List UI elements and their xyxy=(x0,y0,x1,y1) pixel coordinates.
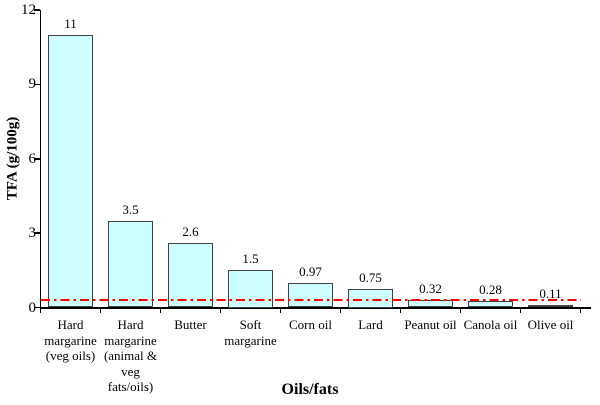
y-axis-tick xyxy=(34,158,40,160)
bar xyxy=(168,243,213,308)
y-axis-tick xyxy=(34,9,40,11)
category-label: Lard xyxy=(358,317,383,332)
bar-value-label: 0.32 xyxy=(419,280,442,296)
y-axis-tick xyxy=(34,232,40,234)
category-label: Hard margarine (veg oils) xyxy=(44,317,97,363)
x-axis-tick xyxy=(459,308,462,313)
bar xyxy=(468,300,513,308)
bar xyxy=(228,270,273,308)
x-axis-tick xyxy=(219,308,222,313)
y-axis-tick xyxy=(34,306,40,309)
bar xyxy=(348,288,393,308)
bar xyxy=(528,304,573,308)
y-tick-label: 3 xyxy=(28,225,37,242)
x-axis-tick xyxy=(159,308,162,313)
y-tick-label: 9 xyxy=(28,76,37,93)
bar-value-label: 1.5 xyxy=(242,251,259,267)
x-axis-tick xyxy=(519,308,522,313)
bar xyxy=(108,220,153,308)
y-axis-line xyxy=(39,10,41,308)
x-axis-tick xyxy=(339,308,342,313)
x-axis-tick xyxy=(399,308,402,313)
x-axis-tick xyxy=(99,308,102,313)
category-label: Peanut oil xyxy=(404,317,457,332)
reference-line xyxy=(41,299,581,302)
bar-value-label: 11 xyxy=(64,15,77,31)
bar xyxy=(48,34,93,308)
x-axis-line xyxy=(39,307,591,309)
x-axis-tick xyxy=(579,308,582,313)
category-label: Olive oil xyxy=(527,317,574,332)
y-tick-label: 0 xyxy=(28,299,37,316)
bar xyxy=(288,283,333,308)
category-label: Soft margarine xyxy=(224,317,277,348)
category-label: Canola oil xyxy=(463,317,518,332)
y-axis-tick xyxy=(34,83,40,86)
y-tick-label: 12 xyxy=(21,2,36,18)
category-label: Corn oil xyxy=(289,317,332,332)
category-label: Butter xyxy=(174,317,207,332)
bar-value-label: 2.6 xyxy=(182,224,199,240)
bar-value-label: 0.97 xyxy=(299,264,322,280)
bar-value-label: 0.11 xyxy=(539,285,562,301)
bar-value-label: 0.28 xyxy=(479,281,502,297)
x-axis-title: Oils/fats xyxy=(281,381,339,398)
bar-value-label: 3.5 xyxy=(122,201,139,217)
x-axis-tick xyxy=(39,308,42,313)
x-axis-tick xyxy=(279,308,282,313)
category-label: Hard margarine (animal & veg fats/oils) xyxy=(103,317,158,394)
y-tick-label: 6 xyxy=(28,150,37,167)
bar-value-label: 0.75 xyxy=(359,269,382,285)
